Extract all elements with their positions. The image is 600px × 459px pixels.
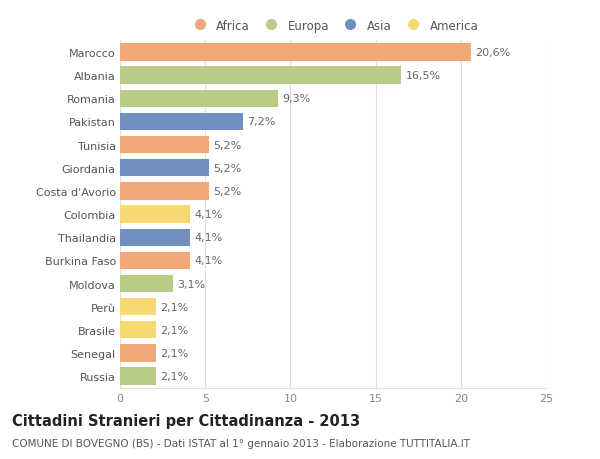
Legend: Africa, Europa, Asia, America: Africa, Europa, Asia, America xyxy=(184,16,482,36)
Text: 5,2%: 5,2% xyxy=(213,186,241,196)
Bar xyxy=(120,137,209,154)
Bar xyxy=(120,90,278,108)
Bar xyxy=(120,229,190,246)
Text: 2,1%: 2,1% xyxy=(160,348,188,358)
Text: Cittadini Stranieri per Cittadinanza - 2013: Cittadini Stranieri per Cittadinanza - 2… xyxy=(12,413,360,428)
Text: 16,5%: 16,5% xyxy=(406,71,440,81)
Bar xyxy=(120,160,209,177)
Text: 4,1%: 4,1% xyxy=(194,233,223,243)
Text: 2,1%: 2,1% xyxy=(160,371,188,381)
Bar xyxy=(120,298,156,316)
Bar xyxy=(120,321,156,339)
Text: 4,1%: 4,1% xyxy=(194,210,223,219)
Text: 9,3%: 9,3% xyxy=(283,94,311,104)
Text: 4,1%: 4,1% xyxy=(194,256,223,266)
Bar xyxy=(120,44,471,62)
Text: 7,2%: 7,2% xyxy=(247,117,275,127)
Bar xyxy=(120,368,156,385)
Text: 20,6%: 20,6% xyxy=(475,48,511,58)
Bar xyxy=(120,183,209,200)
Text: 5,2%: 5,2% xyxy=(213,163,241,174)
Bar xyxy=(120,113,242,131)
Bar xyxy=(120,345,156,362)
Bar xyxy=(120,67,401,84)
Text: 5,2%: 5,2% xyxy=(213,140,241,150)
Bar xyxy=(120,275,173,292)
Text: COMUNE DI BOVEGNO (BS) - Dati ISTAT al 1° gennaio 2013 - Elaborazione TUTTITALIA: COMUNE DI BOVEGNO (BS) - Dati ISTAT al 1… xyxy=(12,438,470,448)
Text: 3,1%: 3,1% xyxy=(177,279,205,289)
Text: 2,1%: 2,1% xyxy=(160,325,188,335)
Text: 2,1%: 2,1% xyxy=(160,302,188,312)
Bar xyxy=(120,252,190,269)
Bar xyxy=(120,206,190,223)
